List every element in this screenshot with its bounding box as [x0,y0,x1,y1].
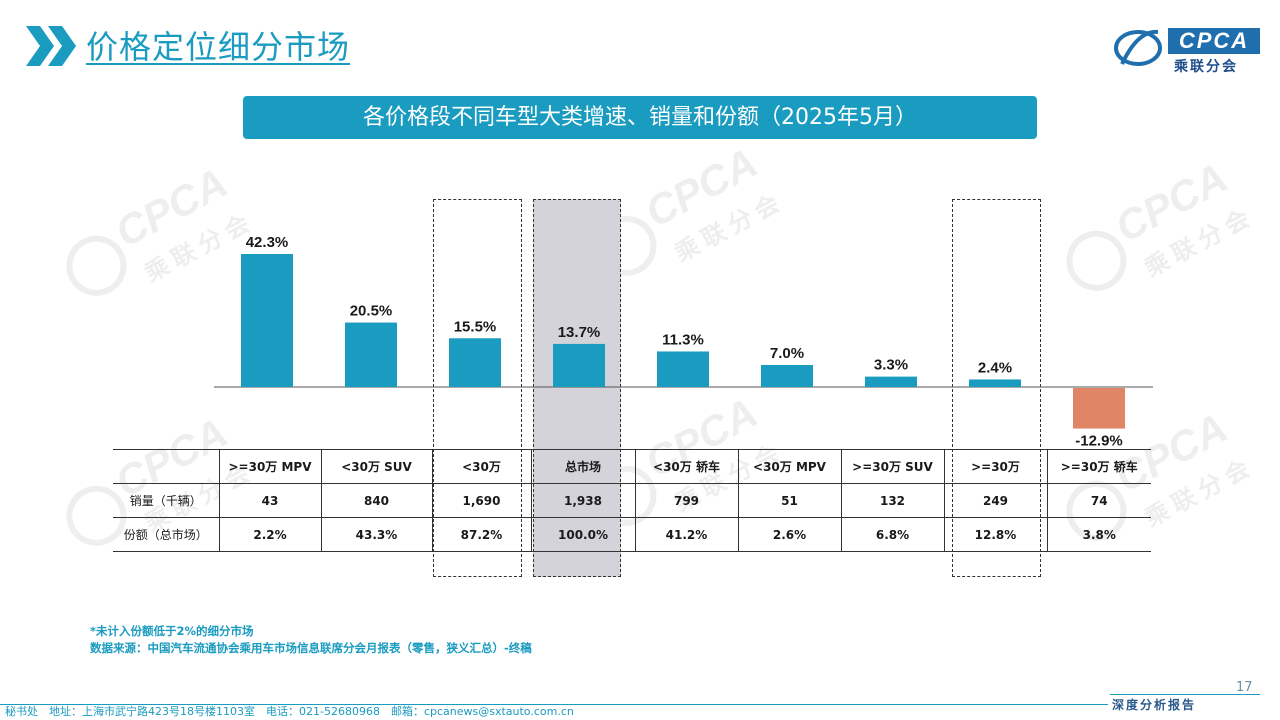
data-label: 13.7% [558,324,601,341]
table-header-cell: <30万 SUV [321,449,433,484]
table-cell: 41.2% [635,517,739,552]
bar [1073,388,1125,429]
table-header-row: >=30万 MPV <30万 SUV <30万 总市场 <30万 轿车 <30万… [113,449,1151,484]
highlight-over-30w [952,199,1041,577]
table-cell: 1,938 [531,483,636,518]
logo-text: CPCA [1168,28,1260,54]
table-header-cell: <30万 MPV [738,449,842,484]
bar [761,364,813,387]
cpca-logo: CPCA 乘联分会 [1112,24,1262,75]
table-cell: 3.8% [1047,517,1151,552]
page-title: 价格定位细分市场 [86,28,351,66]
bar [969,379,1021,387]
table-cell: 249 [944,483,1048,518]
table-corner-cell [113,449,220,484]
table-cell: 840 [321,483,433,518]
table-header-cell: 总市场 [531,449,636,484]
data-label: 20.5% [350,303,393,320]
bar [865,376,917,387]
table-cell: 74 [1047,483,1151,518]
table-cell: 12.8% [944,517,1048,552]
table-header-cell: >=30万 SUV [841,449,945,484]
report-tag: 深度分析报告 [1112,698,1197,712]
highlight-under-30w [433,199,522,577]
footnote: *未计入份额低于2%的细分市场 数据来源：中国汽车流通协会乘用车市场信息联席分会… [90,623,532,657]
table-cell: 87.2% [432,517,532,552]
data-table: >=30万 MPV <30万 SUV <30万 总市场 <30万 轿车 <30万… [113,449,1151,552]
table-row: 销量（千辆） 43 840 1,690 1,938 799 51 132 249… [113,483,1151,518]
table-cell: 799 [635,483,739,518]
data-label: 15.5% [454,318,497,335]
footer-divider [0,704,1108,705]
logo-cn-text: 乘联分会 [1174,59,1238,75]
table-header-cell: <30万 轿车 [635,449,739,484]
table-header-cell: <30万 [432,449,532,484]
cpca-emblem-icon [1114,29,1162,66]
table-header-cell: >=30万 轿车 [1047,449,1151,484]
table-row-label: 销量（千辆） [113,483,220,518]
footnote-note: *未计入份额低于2%的细分市场 [90,624,254,638]
table-header-cell: >=30万 [944,449,1048,484]
table-cell: 2.6% [738,517,842,552]
table-cell: 6.8% [841,517,945,552]
bar [345,322,397,387]
data-label: 11.3% [662,331,704,348]
data-label: 7.0% [770,345,804,362]
table-cell: 2.2% [219,517,322,552]
table-cell: 51 [738,483,842,518]
table-cell: 100.0% [531,517,636,552]
table-row-label: 份额（总市场） [113,517,220,552]
double-chevron-icon [26,26,76,66]
bar [241,254,293,387]
bar [553,343,605,387]
footnote-source: 数据来源：中国汽车流通协会乘用车市场信息联席分会月报表（零售，狭义汇总）-终稿 [90,641,532,655]
footer-divider [1110,694,1260,695]
table-cell: 43.3% [321,517,433,552]
bar [449,338,501,387]
data-label: 2.4% [978,359,1012,376]
chart-title-banner: 各价格段不同车型大类增速、销量和份额（2025年5月） [243,96,1037,139]
table-header-cell: >=30万 MPV [219,449,322,484]
table-cell: 1,690 [432,483,532,518]
table-cell: 43 [219,483,322,518]
footer-contact: 秘书处 地址：上海市武宁路423号18号楼1103室 电话：021-526809… [5,705,574,718]
table-cell: 132 [841,483,945,518]
bar [657,351,709,387]
table-row: 份额（总市场） 2.2% 43.3% 87.2% 100.0% 41.2% 2.… [113,517,1151,552]
page-number: 17 [1236,680,1253,695]
data-label: 42.3% [246,234,289,251]
data-label: -12.9% [1075,433,1123,450]
data-label: 3.3% [874,357,908,374]
